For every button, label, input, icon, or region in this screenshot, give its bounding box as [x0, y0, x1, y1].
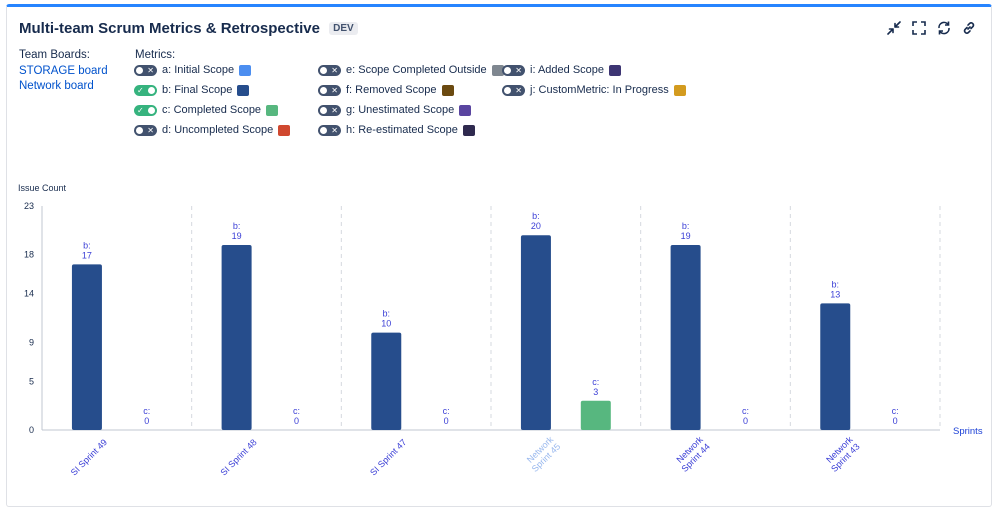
refresh-icon[interactable]: [936, 20, 952, 36]
collapse-icon[interactable]: [886, 20, 902, 36]
metric-label: i: Added Scope: [530, 64, 605, 76]
team-boards-label: Team Boards:: [19, 49, 90, 61]
env-badge: DEV: [329, 22, 358, 35]
metric-label: h: Re-estimated Scope: [346, 124, 458, 136]
color-swatch[interactable]: [441, 84, 454, 96]
metric-label: a: Initial Scope: [162, 64, 235, 76]
metric-label: j: CustomMetric: In Progress: [530, 84, 669, 96]
close-icon: ✕: [515, 65, 522, 75]
metric-toggle-a[interactable]: ✕ a: Initial Scope: [134, 63, 252, 77]
color-swatch[interactable]: [462, 124, 475, 136]
toggle-knob: [136, 126, 143, 134]
metric-toggle-i[interactable]: ✕ i: Added Scope: [502, 63, 622, 77]
metric-toggle-f[interactable]: ✕ f: Removed Scope: [318, 83, 454, 97]
close-icon: ✕: [147, 125, 154, 135]
bar-b-5[interactable]: [820, 303, 851, 430]
toggle-knob: [504, 86, 511, 94]
bar-b-0[interactable]: [71, 264, 102, 430]
toggle-switch[interactable]: ✕: [318, 124, 341, 136]
toggle-knob: [320, 126, 327, 134]
close-icon: ✕: [331, 85, 338, 95]
check-icon: ✓: [137, 85, 144, 95]
color-swatch[interactable]: [673, 84, 686, 96]
metric-toggle-g[interactable]: ✕ g: Unestimated Scope: [318, 103, 472, 117]
board-link-storage[interactable]: STORAGE board: [19, 65, 108, 77]
gadget-title: Multi-team Scrum Metrics & Retrospective…: [19, 20, 358, 37]
toggle-knob: [148, 106, 155, 114]
metric-label: b: Final Scope: [162, 84, 233, 96]
close-icon: ✕: [515, 85, 522, 95]
toggle-switch[interactable]: ✓: [134, 84, 157, 96]
check-icon: ✓: [137, 105, 144, 115]
fullscreen-icon[interactable]: [911, 20, 927, 36]
color-swatch[interactable]: [266, 104, 279, 116]
scrum-metrics-panel: Multi-team Scrum Metrics & Retrospective…: [6, 4, 992, 507]
toggle-switch[interactable]: ✕: [134, 124, 157, 136]
metric-label: g: Unestimated Scope: [346, 104, 455, 116]
bar-b-1[interactable]: [221, 244, 252, 430]
gadget-toolbar: [886, 20, 977, 36]
toggle-knob: [320, 86, 327, 94]
toggle-switch[interactable]: ✕: [318, 84, 341, 96]
toggle-switch[interactable]: ✕: [134, 64, 157, 76]
metric-label: d: Uncompleted Scope: [162, 124, 274, 136]
team-boards: Team Boards: STORAGE board Network board: [19, 49, 108, 94]
color-swatch[interactable]: [237, 84, 250, 96]
toggle-switch[interactable]: ✕: [502, 64, 525, 76]
color-swatch[interactable]: [609, 64, 622, 76]
toggle-knob: [504, 66, 511, 74]
color-swatch[interactable]: [459, 104, 472, 116]
metric-toggle-j[interactable]: ✕ j: CustomMetric: In Progress: [502, 83, 686, 97]
board-link-network[interactable]: Network board: [19, 80, 94, 92]
close-icon: ✕: [147, 65, 154, 75]
metrics-label: Metrics:: [135, 49, 176, 61]
color-swatch[interactable]: [491, 64, 504, 76]
toggle-knob: [136, 66, 143, 74]
close-icon: ✕: [331, 65, 338, 75]
metric-toggle-h[interactable]: ✕ h: Re-estimated Scope: [318, 123, 475, 137]
metric-toggle-d[interactable]: ✕ d: Uncompleted Scope: [134, 123, 291, 137]
toggle-switch[interactable]: ✓: [134, 104, 157, 116]
toggle-switch[interactable]: ✕: [502, 84, 525, 96]
toggle-switch[interactable]: ✕: [318, 64, 341, 76]
metric-toggle-b[interactable]: ✓ b: Final Scope: [134, 83, 250, 97]
link-icon[interactable]: [961, 20, 977, 36]
bar-c-3[interactable]: [580, 400, 611, 430]
toggle-knob: [148, 86, 155, 94]
metric-toggle-e[interactable]: ✕ e: Scope Completed Outside: [318, 63, 504, 77]
close-icon: ✕: [331, 125, 338, 135]
metric-label: e: Scope Completed Outside: [346, 64, 487, 76]
color-swatch[interactable]: [278, 124, 291, 136]
metric-label: c: Completed Scope: [162, 104, 262, 116]
bar-b-3[interactable]: [520, 235, 551, 430]
toggle-knob: [320, 106, 327, 114]
bar-b-4[interactable]: [670, 244, 701, 430]
metric-toggle-c[interactable]: ✓ c: Completed Scope: [134, 103, 279, 117]
title-text: Multi-team Scrum Metrics & Retrospective: [19, 20, 320, 37]
close-icon: ✕: [331, 105, 338, 115]
toggle-knob: [320, 66, 327, 74]
toggle-switch[interactable]: ✕: [318, 104, 341, 116]
metric-label: f: Removed Scope: [346, 84, 437, 96]
bar-b-2[interactable]: [371, 332, 402, 430]
color-swatch[interactable]: [239, 64, 252, 76]
